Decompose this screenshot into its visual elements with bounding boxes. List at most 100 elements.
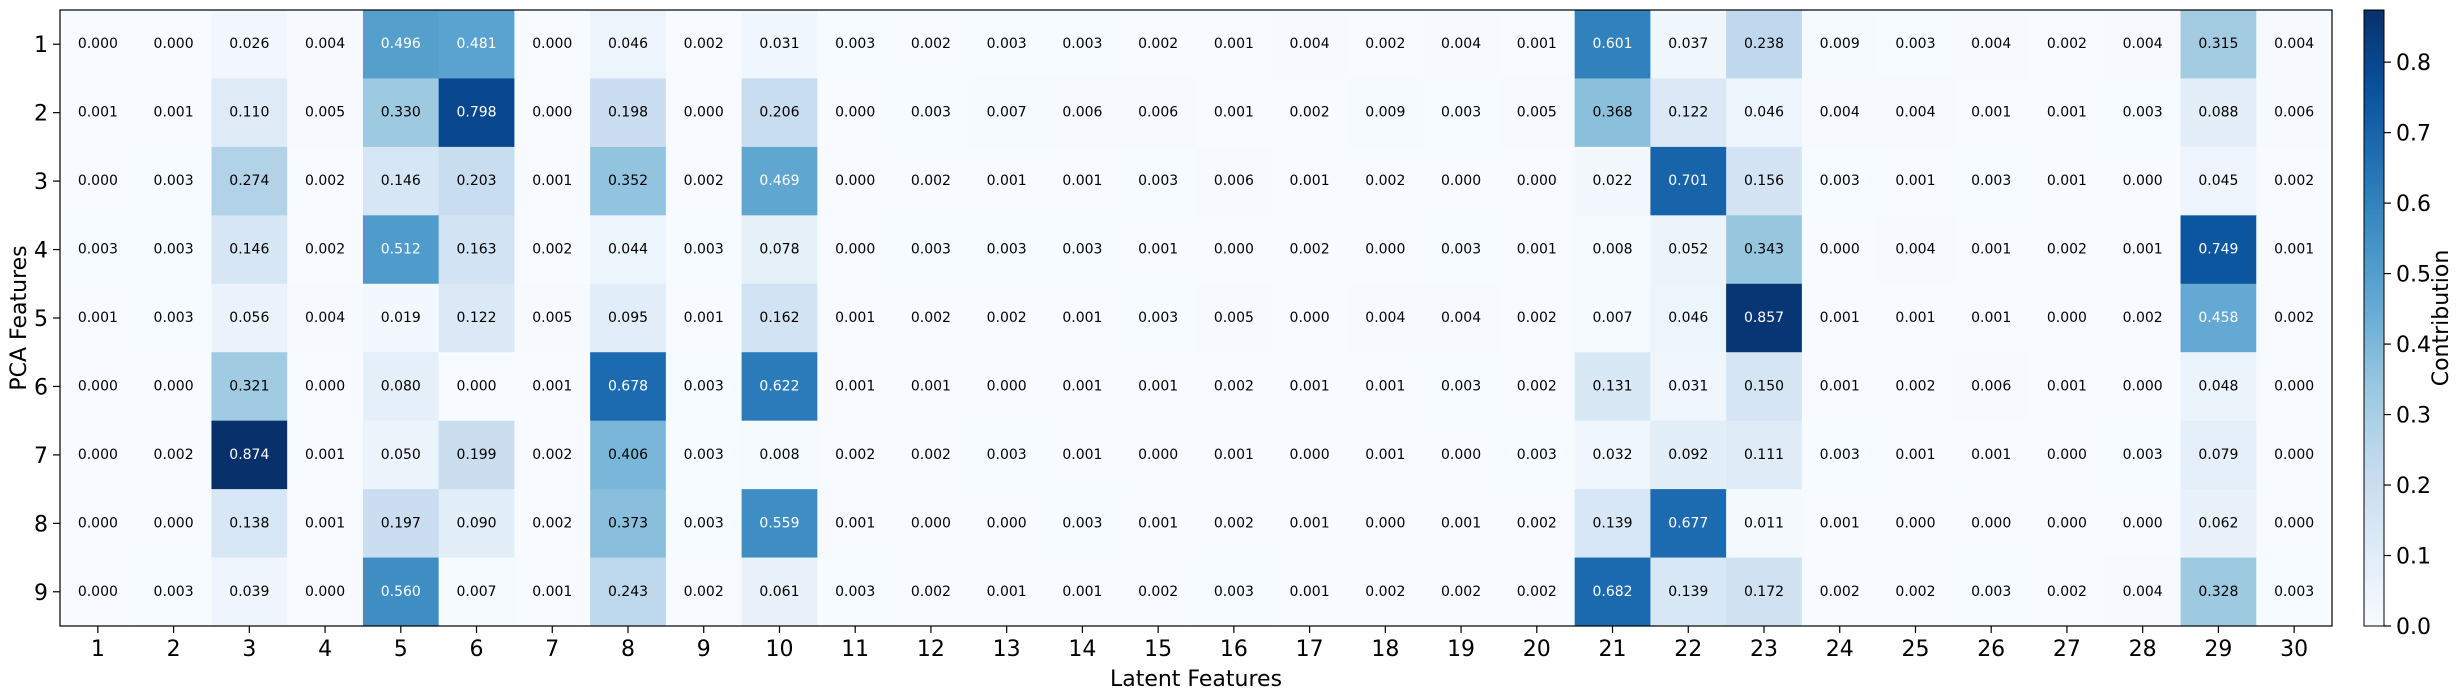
heatmap-cell	[1953, 146, 2030, 216]
x-tick-label: 30	[2280, 637, 2308, 662]
x-tick-label: 9	[697, 637, 711, 662]
cell-value-label: 0.004	[305, 36, 345, 52]
cell-value-label: 0.857	[1744, 310, 1784, 326]
heatmap-cell	[590, 420, 667, 490]
heatmap-cell	[2029, 146, 2106, 216]
cell-value-label: 0.003	[987, 36, 1027, 52]
colorbar-label: Contribution	[2429, 250, 2454, 387]
cell-value-label: 0.002	[305, 242, 345, 258]
heatmap-cell	[1726, 283, 1803, 353]
x-tick-label: 28	[2129, 637, 2157, 662]
heatmap-cell	[1953, 489, 2030, 559]
cell-value-label: 0.000	[1820, 242, 1860, 258]
cell-value-label: 0.002	[987, 310, 1027, 326]
y-tick-label: 3	[34, 170, 48, 195]
cell-value-label: 0.011	[1744, 515, 1784, 531]
cell-value-label: 0.001	[1971, 105, 2011, 121]
cell-value-label: 0.007	[1592, 310, 1632, 326]
cell-value-label: 0.000	[532, 36, 572, 52]
cell-value-label: 0.045	[2198, 173, 2238, 189]
heatmap-cell	[1044, 215, 1121, 285]
x-tick-label: 2	[167, 637, 181, 662]
cell-value-label: 0.000	[684, 105, 724, 121]
cell-value-label: 0.003	[987, 242, 1027, 258]
cell-value-label: 0.002	[1365, 36, 1405, 52]
cell-value-label: 0.003	[684, 515, 724, 531]
heatmap-cell	[2256, 283, 2333, 353]
heatmap-cell	[2104, 489, 2182, 559]
cell-value-label: 0.003	[154, 173, 194, 189]
cell-value-label: 0.199	[456, 447, 496, 463]
heatmap-cell	[1726, 420, 1803, 490]
cell-value-label: 0.002	[532, 242, 572, 258]
heatmap-cell	[2104, 215, 2182, 285]
cell-value-label: 0.000	[911, 515, 951, 531]
cell-value-label: 0.000	[78, 378, 118, 394]
heatmap-cell	[665, 10, 743, 79]
cell-value-label: 0.003	[154, 310, 194, 326]
heatmap-cell	[741, 78, 818, 148]
cell-value-label: 0.002	[305, 173, 345, 189]
heatmap-cell	[1650, 146, 1727, 216]
cell-value-label: 0.003	[78, 242, 118, 258]
heatmap-cell	[362, 557, 440, 627]
cell-value-label: 0.138	[229, 515, 269, 531]
cell-value-label: 0.000	[2047, 310, 2087, 326]
heatmap-cell	[287, 215, 364, 285]
heatmap-cell	[1877, 10, 1954, 79]
heatmap-cell	[1271, 146, 1348, 216]
heatmap-cell	[1271, 420, 1348, 490]
heatmap-cell	[1498, 352, 1576, 422]
heatmap-cell	[1196, 557, 1273, 627]
heatmap-cell	[1120, 10, 1197, 79]
heatmap-cell	[211, 283, 288, 353]
cell-value-label: 0.002	[911, 310, 951, 326]
heatmap-cell	[741, 283, 818, 353]
heatmap-cell	[1953, 557, 2030, 627]
cell-value-label: 0.003	[1820, 447, 1860, 463]
cell-value-label: 0.001	[1895, 447, 1935, 463]
y-tick-label: 5	[34, 307, 48, 332]
heatmap-cell	[1953, 215, 2030, 285]
heatmap-cell	[1347, 10, 1424, 79]
cell-value-label: 0.001	[835, 515, 875, 531]
cell-value-label: 0.002	[1820, 584, 1860, 600]
heatmap-cell	[2029, 557, 2106, 627]
heatmap-cell	[893, 215, 970, 285]
heatmap-cell	[1574, 78, 1651, 148]
heatmap-cell	[1801, 10, 1879, 79]
heatmap-cell	[1196, 146, 1273, 216]
cell-value-label: 0.243	[608, 584, 648, 600]
heatmap-cell	[1801, 283, 1879, 353]
x-tick-label: 22	[1674, 637, 1702, 662]
x-tick-label: 12	[917, 637, 945, 662]
heatmap-cell	[60, 557, 137, 627]
cell-value-label: 0.001	[1062, 310, 1102, 326]
cell-value-label: 0.032	[1592, 447, 1632, 463]
heatmap-cell	[211, 10, 288, 79]
heatmap-cell	[817, 420, 894, 490]
cell-value-label: 0.001	[532, 584, 572, 600]
heatmap-cell	[362, 146, 440, 216]
heatmap-cell	[1271, 352, 1348, 422]
cell-value-label: 0.001	[2123, 242, 2163, 258]
x-tick-label: 10	[765, 637, 793, 662]
cell-value-label: 0.005	[532, 310, 572, 326]
colorbar-tick-label: 0.8	[2396, 51, 2431, 76]
cell-value-label: 0.000	[2047, 447, 2087, 463]
heatmap-cell	[2180, 420, 2257, 490]
heatmap-cell	[1347, 146, 1424, 216]
heatmap-cell	[2029, 352, 2106, 422]
heatmap-cell	[1574, 10, 1651, 79]
cell-value-label: 0.048	[2198, 378, 2238, 394]
heatmap-cell	[514, 10, 591, 79]
heatmap-cell	[1650, 283, 1727, 353]
cell-value-label: 0.206	[759, 105, 799, 121]
heatmap-cell	[1498, 10, 1576, 79]
cell-value-label: 0.001	[684, 310, 724, 326]
cell-value-label: 0.198	[608, 105, 648, 121]
cell-value-label: 0.003	[684, 378, 724, 394]
heatmap-cell	[893, 78, 970, 148]
cell-value-label: 0.004	[1290, 36, 1330, 52]
cell-value-label: 0.004	[1895, 242, 1935, 258]
